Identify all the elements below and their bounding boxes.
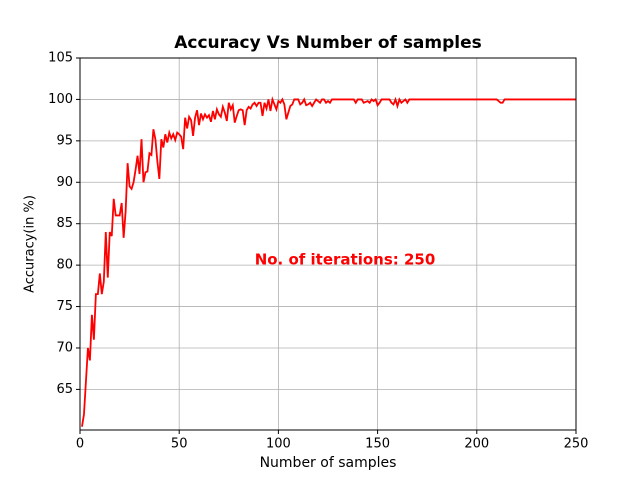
y-tick-label: 80 — [56, 258, 73, 273]
y-tick-label: 90 — [56, 175, 73, 190]
plot-frame — [79, 57, 577, 431]
y-tick-label: 65 — [56, 382, 73, 397]
x-tick-label: 250 — [564, 437, 589, 452]
x-tick-label: 50 — [171, 437, 188, 452]
y-tick-label: 70 — [56, 340, 73, 355]
x-axis-label: Number of samples — [260, 455, 397, 471]
x-tick-label: 200 — [464, 437, 489, 452]
y-tick-label: 75 — [56, 299, 73, 314]
x-tick-label: 0 — [76, 437, 84, 452]
annotation: No. of iterations: 250 — [255, 251, 436, 269]
y-axis-label: Accuracy(in %) — [23, 195, 38, 293]
chart-title: Accuracy Vs Number of samples — [174, 33, 482, 53]
data-line — [81, 96, 576, 427]
y-tick-label: 85 — [56, 216, 73, 231]
y-tick-label: 105 — [48, 51, 73, 66]
y-tick-label: 100 — [48, 92, 73, 107]
x-tick-label: 150 — [365, 437, 390, 452]
y-tick-label: 95 — [56, 133, 73, 148]
x-tick-label: 100 — [266, 437, 291, 452]
